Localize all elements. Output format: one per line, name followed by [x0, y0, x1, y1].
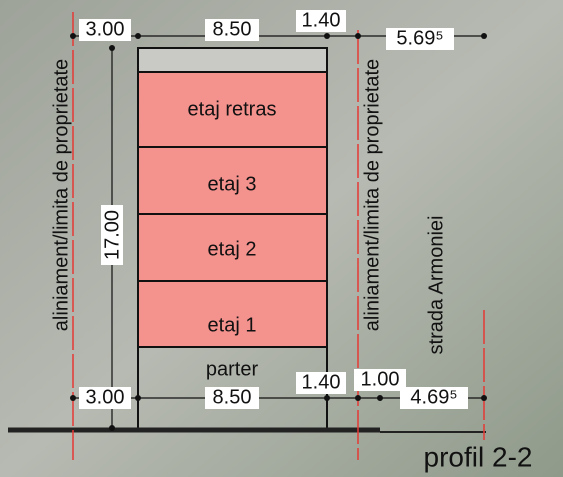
floor: [137, 213, 328, 282]
floor-label: etaj 2: [208, 238, 257, 260]
dimension-label: 1.40: [302, 371, 341, 393]
dimension-label: 4.69⁵: [410, 386, 457, 408]
label-box: [400, 387, 468, 409]
floor-label: etaj retras: [188, 98, 277, 120]
floor: [137, 71, 328, 148]
property-line-label: aliniament/limita de proprietate: [50, 59, 72, 331]
dimension-label: 5.69⁵: [396, 27, 443, 49]
label-box: [205, 387, 259, 409]
dimension-label: 8.50: [213, 18, 252, 40]
floor-label: etaj 3: [208, 173, 257, 195]
label-box: [386, 28, 454, 50]
label-box: [79, 387, 131, 409]
caption: profil 2-2: [424, 441, 533, 472]
street-label: strada Armoniei: [425, 216, 447, 355]
label-box: [296, 10, 346, 32]
label-box: [296, 372, 346, 394]
floor-label: parter: [206, 358, 259, 380]
label-box: [79, 19, 131, 41]
dimension-label: 3.00: [86, 18, 125, 40]
label-box: [101, 205, 123, 265]
label-box: [354, 369, 406, 391]
floor: [137, 280, 328, 348]
floor-label: etaj 1: [208, 314, 257, 336]
dimension-label: 1.40: [302, 9, 341, 31]
dimension-dots: [70, 33, 487, 431]
property-line-label: aliniament/limita de proprietate: [361, 59, 383, 331]
dimension-label: 3.00: [86, 386, 125, 408]
height-label: 17.00: [101, 210, 123, 260]
floor: [137, 146, 328, 215]
dimension-label: 8.50: [213, 386, 252, 408]
roof-band: [137, 47, 328, 73]
dimension-label: 1.00: [361, 368, 400, 390]
label-box: [205, 19, 259, 41]
